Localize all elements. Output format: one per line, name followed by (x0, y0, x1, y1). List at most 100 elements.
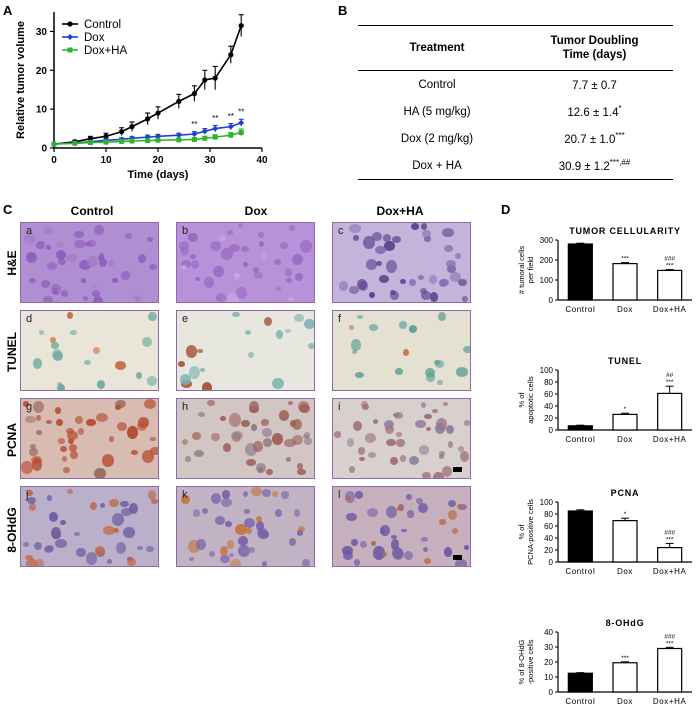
cell-nucleus (126, 558, 137, 566)
cell-nucleus (422, 230, 431, 239)
cell-nucleus (414, 419, 427, 429)
data-point (155, 137, 161, 143)
table-cell-value: 12.6 ± 1.4* (516, 98, 673, 125)
data-point (176, 137, 182, 143)
cell-nucleus (50, 336, 57, 344)
cell-nucleus (32, 357, 43, 369)
bar (657, 547, 683, 563)
cell-nucleus (290, 420, 296, 428)
cell-nucleus (451, 527, 459, 535)
data-point (175, 132, 182, 139)
cell-nucleus (244, 518, 255, 529)
cell-nucleus (383, 420, 394, 430)
cell-nucleus (127, 425, 139, 439)
cell-nucleus (221, 490, 231, 500)
cell-nucleus (338, 281, 349, 292)
cell-nucleus (438, 279, 448, 288)
cell-nucleus (354, 491, 364, 499)
cell-nucleus (233, 274, 239, 281)
micrograph-tile: c (332, 222, 471, 303)
cell-nucleus (378, 275, 389, 284)
cell-nucleus (108, 436, 115, 442)
cell-nucleus (237, 536, 248, 547)
cell-nucleus (115, 400, 126, 409)
cell-nucleus (199, 367, 206, 373)
cell-nucleus (227, 229, 233, 235)
micrograph-tile: i (332, 398, 471, 479)
bar-chart-title: PCNA (611, 488, 640, 498)
data-point (129, 138, 135, 144)
tile-letter: e (182, 313, 189, 325)
column-header-dox: Dox (244, 204, 268, 218)
cell-nucleus (359, 456, 366, 462)
cell-nucleus (384, 241, 395, 251)
cell-nucleus (363, 235, 375, 250)
cell-nucleus (102, 525, 115, 536)
cell-nucleus (209, 241, 221, 251)
cell-nucleus (87, 255, 98, 268)
cell-nucleus (136, 546, 143, 551)
cell-nucleus (24, 234, 36, 244)
cell-nucleus (406, 493, 413, 501)
cell-nucleus (419, 287, 428, 295)
x-tick-label: 40 (256, 155, 268, 166)
bar-category-label: Dox (617, 697, 633, 706)
cell-nucleus (293, 314, 304, 322)
cell-nucleus (348, 466, 355, 473)
data-point (238, 119, 245, 126)
bar-significance-2: ## (666, 372, 674, 379)
legend-marker (67, 21, 73, 27)
y-tick-label: 0 (41, 144, 47, 155)
table-row: Dox + HA 30.9 ± 1.2***,## (358, 152, 673, 180)
cell-nucleus (411, 223, 419, 230)
row-header-pcna: PCNA (5, 423, 19, 458)
cell-nucleus (56, 249, 67, 260)
cell-nucleus (221, 497, 233, 507)
cell-nucleus (272, 491, 279, 498)
cell-nucleus (288, 296, 295, 301)
cell-nucleus (252, 440, 263, 453)
bar-significance: *** (666, 536, 674, 543)
cell-nucleus (186, 345, 198, 358)
table-cell-treatment: Dox + HA (358, 152, 516, 180)
cell-nucleus (240, 245, 249, 253)
cell-nucleus (60, 519, 67, 526)
cell-nucleus (247, 351, 254, 358)
cell-nucleus (342, 546, 353, 555)
data-point (155, 110, 161, 116)
table-cell-treatment: HA (5 mg/kg) (403, 105, 471, 118)
cell-nucleus (409, 325, 418, 333)
cell-nucleus (390, 535, 397, 540)
cell-nucleus (396, 438, 405, 447)
cell-nucleus (108, 259, 115, 267)
bar-category-label: Dox+HA (653, 435, 687, 444)
cell-nucleus (106, 558, 113, 565)
value-text: 12.6 ± 1.4 (567, 106, 619, 119)
cell-nucleus (84, 241, 91, 246)
cell-nucleus (279, 409, 289, 421)
cell-nucleus (227, 540, 235, 549)
cell-nucleus (238, 544, 250, 557)
tile-letter: c (338, 225, 344, 237)
cell-nucleus (344, 496, 351, 501)
cell-nucleus (357, 314, 363, 320)
cell-nucleus (43, 295, 54, 302)
cell-nucleus (78, 259, 91, 270)
bar-chart-title: TUNEL (608, 356, 642, 366)
cell-nucleus (215, 296, 221, 301)
bar-y-tick-label: 0 (549, 426, 554, 435)
cell-nucleus (100, 502, 106, 508)
micrograph-tile: f (332, 310, 471, 391)
cell-nucleus (418, 503, 428, 514)
cell-nucleus (50, 342, 60, 350)
cell-nucleus (131, 449, 138, 455)
legend-marker (67, 34, 73, 40)
cell-nucleus (63, 466, 70, 474)
bar (612, 262, 638, 301)
tile-letter: i (338, 401, 341, 413)
column-header-doxha: Dox+HA (376, 204, 424, 218)
cell-nucleus (371, 232, 383, 242)
bar (612, 413, 638, 431)
value-sup: * (618, 104, 622, 114)
cell-nucleus (372, 418, 378, 424)
